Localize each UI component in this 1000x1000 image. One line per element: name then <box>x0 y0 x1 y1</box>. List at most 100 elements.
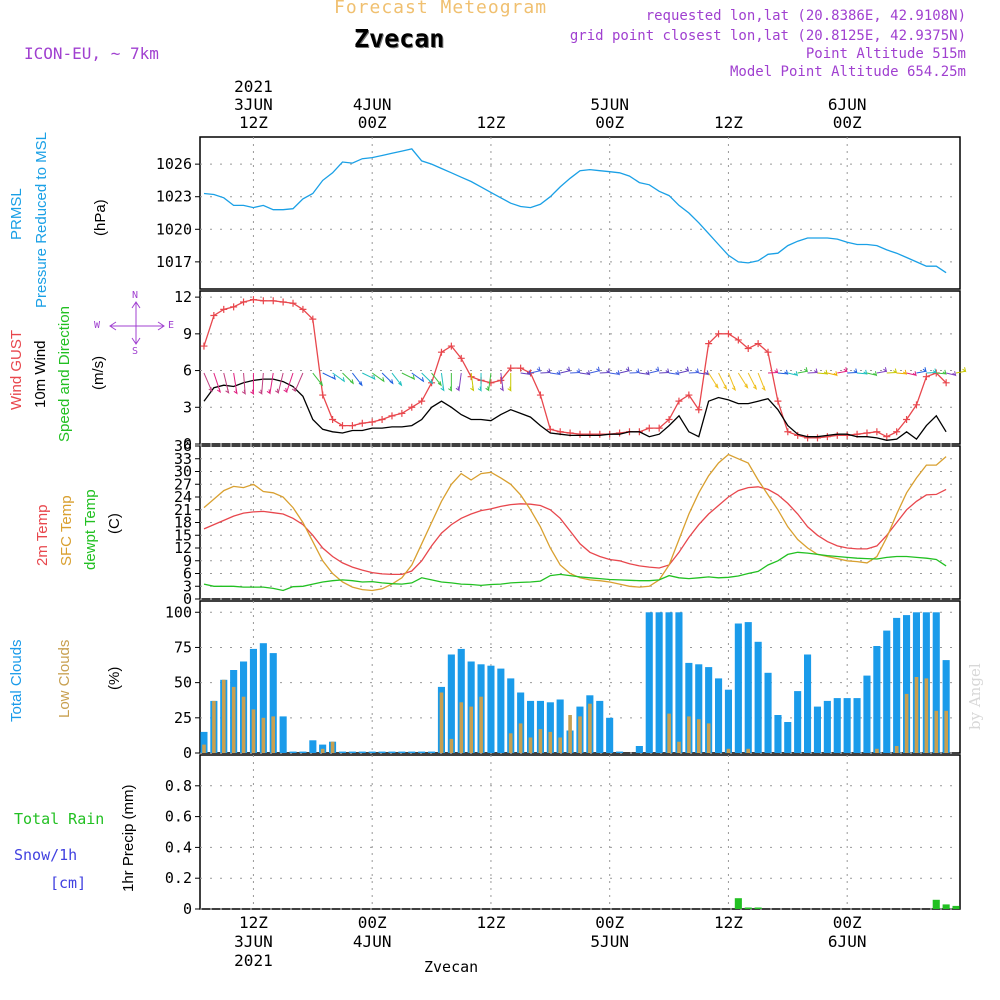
wind-arrow-head <box>962 367 967 373</box>
y-tick-label: 25 <box>174 709 192 727</box>
wind-arrow-head <box>349 379 354 385</box>
wind-arrow-head <box>731 385 736 392</box>
series-line-prmsl <box>203 148 947 274</box>
wind-arrow-head <box>485 386 490 392</box>
wind-arrow <box>203 372 213 392</box>
y-tick-label: 6 <box>183 565 192 583</box>
bar-total-clouds <box>348 751 356 753</box>
bar-total-clouds <box>200 731 208 753</box>
wind-arrow-head <box>380 377 385 383</box>
wind-arrow <box>668 372 679 375</box>
y-tick-label: 0 <box>183 435 192 453</box>
bar-total-rain <box>952 905 960 909</box>
wind-arrow <box>678 370 689 374</box>
wind-arrow-head <box>744 383 749 389</box>
wind-arrow-head <box>761 385 766 392</box>
time-label-bottom: 5JUN <box>590 932 629 951</box>
gust-point <box>398 409 406 417</box>
bar-low-clouds <box>538 729 543 753</box>
y-tick-label: 0.8 <box>165 777 192 795</box>
bar-total-clouds <box>368 751 376 753</box>
time-label-bottom: 12Z <box>714 913 743 932</box>
bar-total-clouds <box>289 751 297 753</box>
bar-low-clouds <box>222 679 226 753</box>
bar-low-clouds <box>459 702 464 753</box>
gust-point <box>240 298 248 306</box>
y-tick-label: 30 <box>174 463 192 481</box>
gust-point <box>665 416 673 424</box>
bar-low-clouds <box>479 696 483 753</box>
wind-arrow <box>639 372 649 375</box>
wind-arrow <box>619 370 630 374</box>
bar-low-clouds <box>508 733 513 753</box>
bar-low-clouds <box>578 716 582 753</box>
gust-point <box>774 397 782 405</box>
y-tick-label: 12 <box>174 288 192 306</box>
y-tick-label: 1020 <box>156 220 192 238</box>
bar-low-clouds <box>251 709 256 753</box>
bar-total-clouds <box>804 654 812 753</box>
bar-low-clouds <box>261 717 266 753</box>
y-tick-label: 1023 <box>156 188 192 206</box>
series-line-2m-temp <box>203 486 947 576</box>
bar-low-clouds <box>528 737 533 753</box>
bar-total-rain <box>942 904 950 909</box>
wind-arrow <box>589 370 600 374</box>
wind-arrow-head <box>833 371 838 377</box>
series-line-dewpt-temp <box>203 551 947 592</box>
wind-arrow-head <box>606 368 611 374</box>
bar-low-clouds <box>667 713 671 753</box>
wind-arrow-head <box>283 387 288 394</box>
gust-point <box>784 428 792 436</box>
wind-arrow-head <box>566 366 571 372</box>
bar-total-clouds <box>932 612 940 753</box>
compass-n-label: N <box>132 290 139 301</box>
y-tick-label: 33 <box>174 450 192 468</box>
wind-arrow-head <box>411 374 416 381</box>
wind-arrow-head <box>843 367 848 373</box>
wind-arrow-head <box>784 369 789 376</box>
time-label-bottom: 4JUN <box>353 932 392 951</box>
bar-total-clouds <box>724 689 732 753</box>
gust-point <box>200 342 208 350</box>
wind-arrow-head <box>942 369 947 376</box>
wind-arrow-head <box>675 370 680 376</box>
wind-arrow-head <box>358 381 363 387</box>
gust-point <box>279 298 287 306</box>
bar-total-rain <box>734 898 742 909</box>
bar-low-clouds <box>241 696 246 753</box>
gust-point <box>873 428 881 436</box>
wind-arrow-head <box>714 383 719 389</box>
bar-total-clouds <box>903 615 911 753</box>
wind-arrow-head <box>883 367 888 373</box>
bar-total-clouds <box>665 612 673 753</box>
bar-total-clouds <box>338 751 346 753</box>
wind-arrow <box>777 372 788 375</box>
gust-point <box>388 412 396 420</box>
wind-arrow <box>294 372 304 392</box>
footer-location: Zvecan <box>424 958 479 976</box>
wind-arrow-head <box>499 386 504 392</box>
gust-point <box>358 419 366 427</box>
wind-arrow <box>946 372 956 376</box>
wind-arrow-head <box>645 370 650 376</box>
bar-total-clouds <box>685 662 693 753</box>
y-tick-label: 27 <box>174 475 192 493</box>
y-tick-label: 9 <box>183 325 192 343</box>
bar-low-clouds <box>687 716 691 753</box>
series-line-10m-wind <box>203 378 947 441</box>
wind-arrow <box>649 370 659 374</box>
wind-arrow-head <box>625 366 630 372</box>
bar-total-clouds <box>705 667 713 753</box>
wind-arrow-head <box>526 370 531 376</box>
bar-total-clouds <box>299 751 307 753</box>
wind-arrow <box>269 372 274 394</box>
gust-point <box>764 348 772 356</box>
wind-arrow-head <box>556 370 561 376</box>
gust-point <box>734 336 742 344</box>
bar-total-rain <box>932 899 940 909</box>
panel-frame <box>199 136 961 290</box>
wind-arrow <box>737 372 749 388</box>
gust-point <box>576 430 584 438</box>
wind-arrow-head <box>873 371 878 377</box>
